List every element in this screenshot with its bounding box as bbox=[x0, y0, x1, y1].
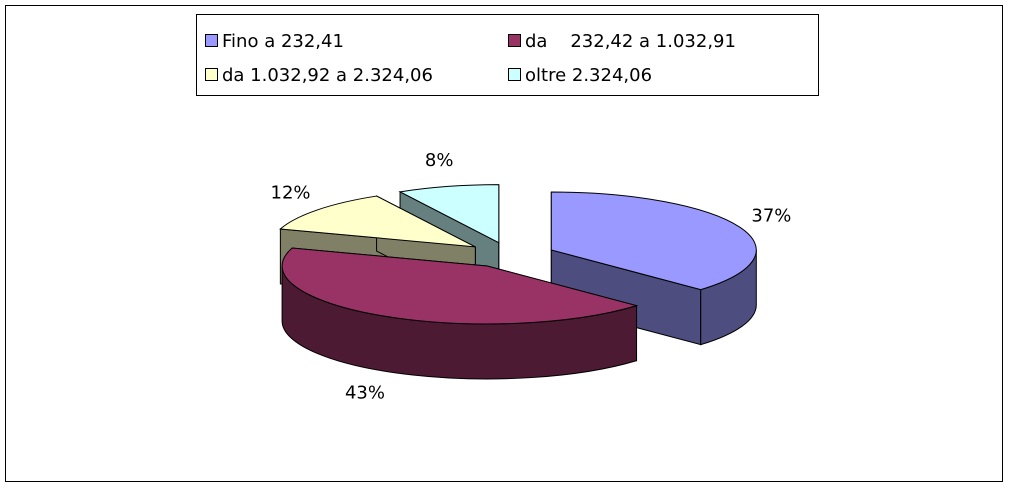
legend-swatch bbox=[508, 34, 521, 47]
legend-label: Fino a 232,41 bbox=[222, 31, 344, 52]
pie-slice bbox=[281, 247, 639, 380]
pie-slice bbox=[550, 191, 757, 346]
legend-box bbox=[196, 14, 819, 96]
legend-label: da 232,42 a 1.032,91 bbox=[525, 31, 736, 52]
legend-swatch bbox=[205, 34, 218, 47]
legend-label: da 1.032,92 a 2.324,06 bbox=[222, 65, 433, 86]
data-label: 8% bbox=[425, 150, 454, 171]
data-label: 12% bbox=[271, 182, 311, 203]
slice-top bbox=[550, 191, 757, 291]
legend-swatch bbox=[508, 68, 521, 81]
legend-label: oltre 2.324,06 bbox=[525, 65, 652, 86]
slice-top bbox=[279, 195, 476, 248]
slice-top bbox=[398, 184, 500, 244]
slice-top bbox=[281, 247, 639, 325]
data-label: 37% bbox=[751, 206, 791, 227]
legend-swatch bbox=[205, 68, 218, 81]
data-label: 43% bbox=[345, 382, 385, 403]
